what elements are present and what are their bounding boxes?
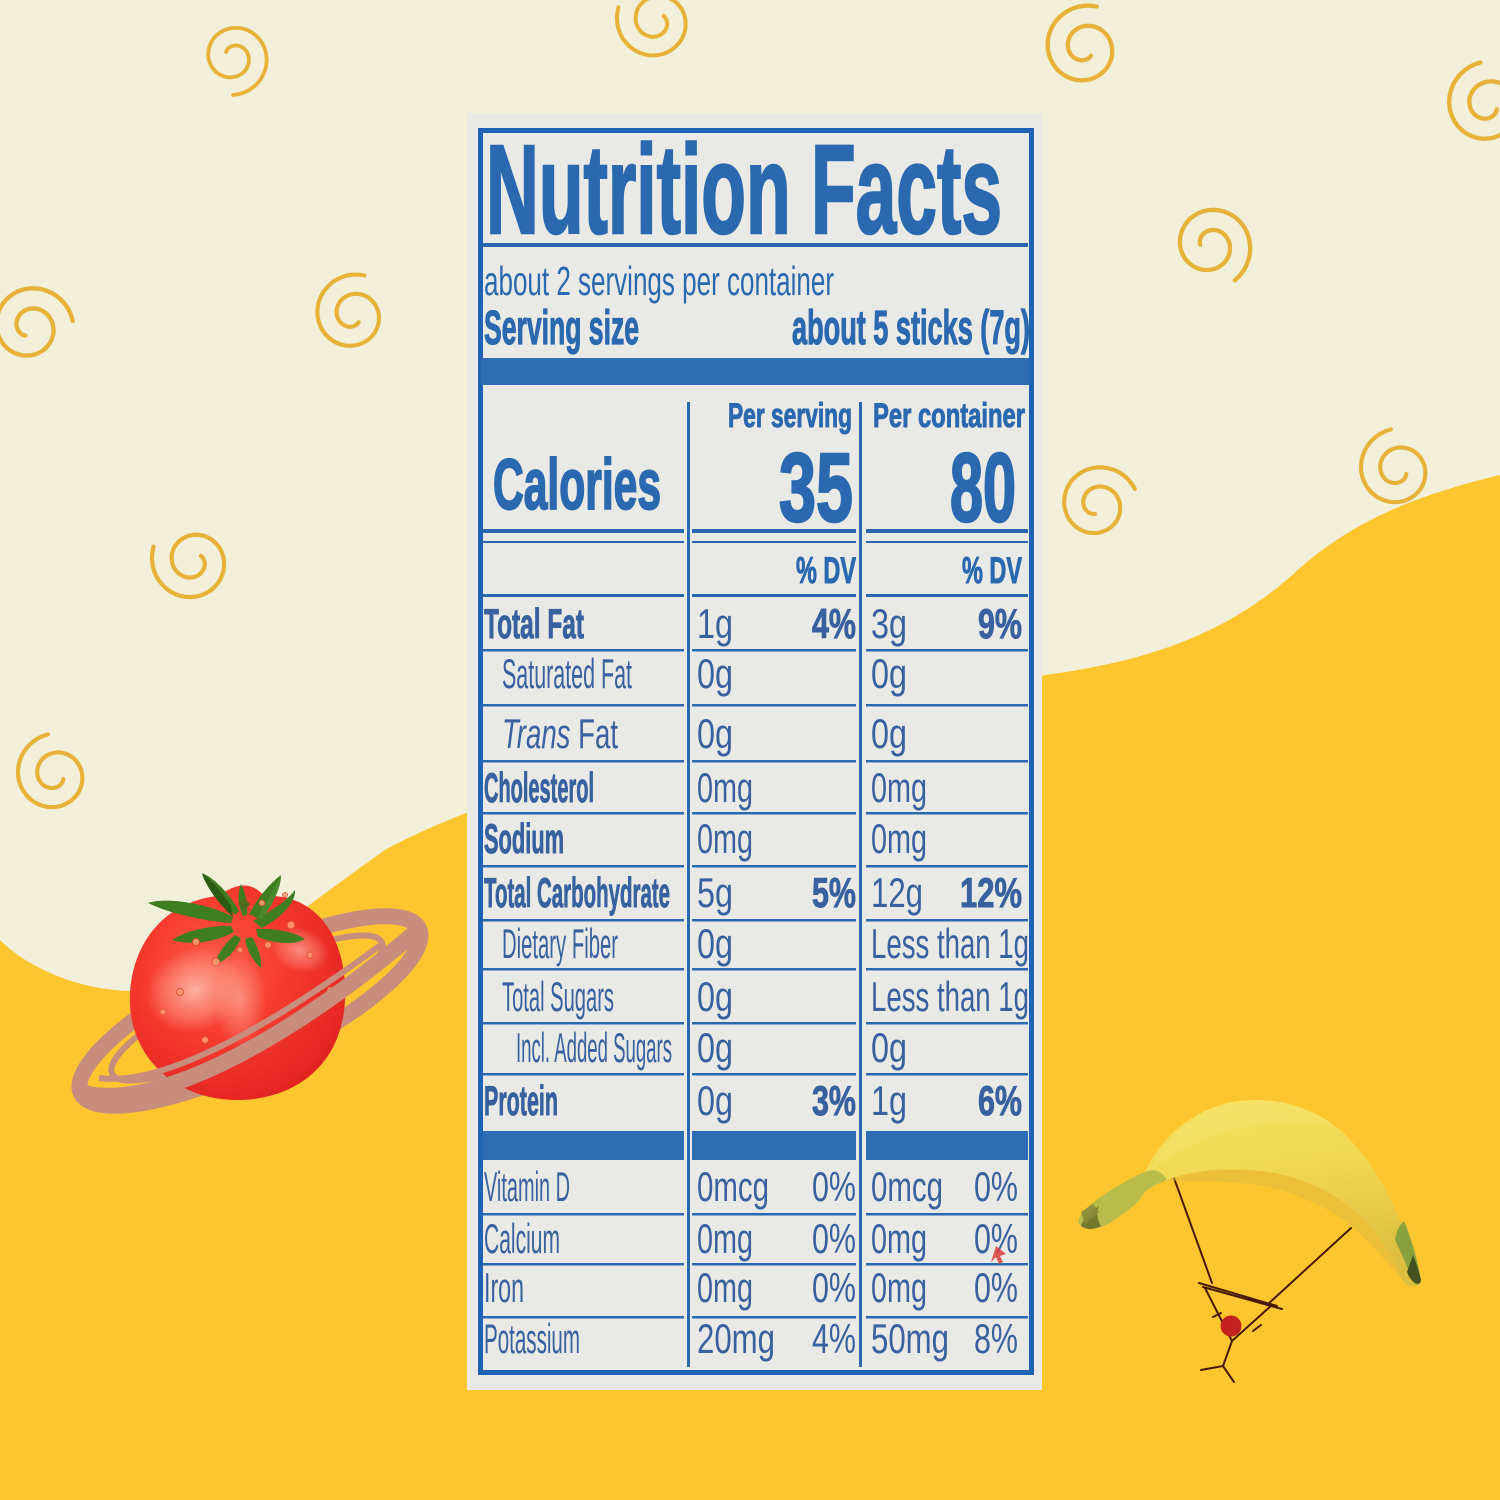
svg-text:0mg: 0mg xyxy=(697,1264,753,1311)
svg-text:0%: 0% xyxy=(812,1215,856,1262)
svg-text:0g: 0g xyxy=(871,710,907,757)
svg-text:Nutrition Facts: Nutrition Facts xyxy=(486,119,1002,260)
svg-text:Total Fat: Total Fat xyxy=(484,600,584,647)
svg-text:about 2 servings per container: about 2 servings per container xyxy=(484,258,834,304)
svg-text:% DV: % DV xyxy=(796,550,856,591)
svg-text:Less than 1g: Less than 1g xyxy=(871,973,1029,1020)
svg-text:Calcium: Calcium xyxy=(484,1215,560,1262)
svg-text:Trans Fat: Trans Fat xyxy=(502,710,618,757)
svg-text:0mg: 0mg xyxy=(871,815,927,862)
svg-text:0g: 0g xyxy=(697,650,733,697)
svg-text:80: 80 xyxy=(950,433,1016,542)
svg-text:0mg: 0mg xyxy=(697,1215,753,1262)
svg-text:0mg: 0mg xyxy=(871,1264,927,1311)
svg-text:Calories: Calories xyxy=(493,446,661,525)
svg-text:Iron: Iron xyxy=(484,1264,524,1311)
svg-text:0%: 0% xyxy=(974,1264,1018,1311)
svg-text:Serving size: Serving size xyxy=(484,302,639,355)
svg-text:3g: 3g xyxy=(871,600,907,647)
svg-text:12g: 12g xyxy=(871,869,923,916)
svg-text:0mcg: 0mcg xyxy=(697,1163,769,1210)
svg-text:6%: 6% xyxy=(978,1077,1022,1124)
svg-text:Dietary Fiber: Dietary Fiber xyxy=(502,920,618,967)
svg-text:0g: 0g xyxy=(697,1024,733,1071)
svg-text:Total Carbohydrate: Total Carbohydrate xyxy=(484,869,670,916)
svg-text:12%: 12% xyxy=(960,869,1022,916)
svg-text:Total Sugars: Total Sugars xyxy=(502,973,614,1020)
svg-text:4%: 4% xyxy=(812,1315,856,1362)
svg-text:0%: 0% xyxy=(812,1264,856,1311)
svg-text:1g: 1g xyxy=(697,600,733,647)
svg-text:0g: 0g xyxy=(697,710,733,757)
svg-text:Per serving: Per serving xyxy=(728,397,852,435)
svg-text:3%: 3% xyxy=(812,1077,856,1124)
svg-text:Saturated Fat: Saturated Fat xyxy=(502,650,632,697)
svg-text:0g: 0g xyxy=(697,920,733,967)
svg-text:0g: 0g xyxy=(697,973,733,1020)
svg-text:0g: 0g xyxy=(871,1024,907,1071)
svg-text:0mg: 0mg xyxy=(697,764,753,811)
svg-text:Per container: Per container xyxy=(873,397,1025,435)
svg-text:Vitamin D: Vitamin D xyxy=(484,1163,570,1210)
svg-text:35: 35 xyxy=(779,433,853,542)
svg-text:0%: 0% xyxy=(974,1163,1018,1210)
svg-text:50mg: 50mg xyxy=(871,1315,949,1362)
svg-text:5%: 5% xyxy=(812,869,856,916)
svg-text:0mg: 0mg xyxy=(697,815,753,862)
svg-text:8%: 8% xyxy=(974,1315,1018,1362)
svg-text:Cholesterol: Cholesterol xyxy=(484,764,594,811)
svg-text:0g: 0g xyxy=(697,1077,733,1124)
svg-text:Less than 1g: Less than 1g xyxy=(871,920,1029,967)
svg-text:0g: 0g xyxy=(871,650,907,697)
svg-text:9%: 9% xyxy=(978,600,1022,647)
svg-text:1g: 1g xyxy=(871,1077,907,1124)
svg-text:0%: 0% xyxy=(812,1163,856,1210)
svg-text:Incl. Added Sugars: Incl. Added Sugars xyxy=(516,1024,672,1071)
svg-text:0mg: 0mg xyxy=(871,764,927,811)
svg-text:Potassium: Potassium xyxy=(484,1315,580,1362)
svg-text:Sodium: Sodium xyxy=(484,815,564,862)
svg-text:5g: 5g xyxy=(697,869,733,916)
svg-text:about 5 sticks (7g): about 5 sticks (7g) xyxy=(792,302,1030,355)
svg-text:0mg: 0mg xyxy=(871,1215,927,1262)
svg-text:4%: 4% xyxy=(812,600,856,647)
svg-text:20mg: 20mg xyxy=(697,1315,775,1362)
svg-text:0mcg: 0mcg xyxy=(871,1163,943,1210)
svg-text:Protein: Protein xyxy=(484,1077,558,1124)
svg-text:% DV: % DV xyxy=(962,550,1022,591)
